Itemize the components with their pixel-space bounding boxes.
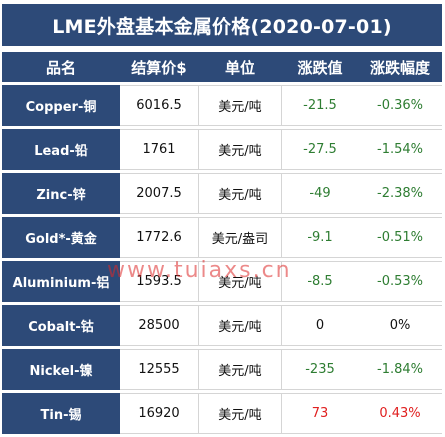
table-row: Nickel-镍 12555 美元/吨 -235 -1.84% bbox=[2, 349, 442, 390]
change-pct: -1.84% bbox=[358, 349, 442, 390]
change-value: 0 bbox=[282, 305, 358, 346]
change-value: -8.5 bbox=[282, 261, 358, 302]
col-header-pct: 涨跌幅度 bbox=[358, 52, 442, 82]
col-header-change: 涨跌值 bbox=[282, 52, 358, 82]
col-header-unit: 单位 bbox=[198, 52, 282, 82]
metal-price-table: 品名 结算价$ 单位 涨跌值 涨跌幅度 Copper-铜 6016.5 美元/吨… bbox=[2, 49, 442, 437]
change-pct: -0.53% bbox=[358, 261, 442, 302]
metal-name: Cobalt-钴 bbox=[2, 305, 120, 346]
settle-price: 12555 bbox=[120, 349, 198, 390]
price-table-card: LME外盘基本金属价格(2020-07-01) 品名 结算价$ 单位 涨跌值 涨… bbox=[2, 4, 442, 434]
change-value: -49 bbox=[282, 173, 358, 214]
change-pct: -0.51% bbox=[358, 217, 442, 258]
table-row: Gold*-黄金 1772.6 美元/盎司 -9.1 -0.51% bbox=[2, 217, 442, 258]
change-value: -21.5 bbox=[282, 85, 358, 126]
change-pct: 0% bbox=[358, 305, 442, 346]
metal-name: Aluminium-铝 bbox=[2, 261, 120, 302]
change-value: -27.5 bbox=[282, 129, 358, 170]
unit: 美元/吨 bbox=[198, 261, 282, 302]
metal-name: Nickel-镍 bbox=[2, 349, 120, 390]
change-pct: -2.38% bbox=[358, 173, 442, 214]
metal-name: Copper-铜 bbox=[2, 85, 120, 126]
settle-price: 1772.6 bbox=[120, 217, 198, 258]
header-row: 品名 结算价$ 单位 涨跌值 涨跌幅度 bbox=[2, 52, 442, 82]
settle-price: 1593.5 bbox=[120, 261, 198, 302]
table-row: Aluminium-铝 1593.5 美元/吨 -8.5 -0.53% bbox=[2, 261, 442, 302]
metal-name: Zinc-锌 bbox=[2, 173, 120, 214]
change-pct: -1.54% bbox=[358, 129, 442, 170]
settle-price: 28500 bbox=[120, 305, 198, 346]
settle-price: 2007.5 bbox=[120, 173, 198, 214]
metal-name: Tin-锡 bbox=[2, 393, 120, 434]
table-title: LME外盘基本金属价格(2020-07-01) bbox=[2, 4, 442, 46]
settle-price: 1761 bbox=[120, 129, 198, 170]
change-value: -235 bbox=[282, 349, 358, 390]
table-row: Zinc-锌 2007.5 美元/吨 -49 -2.38% bbox=[2, 173, 442, 214]
unit: 美元/吨 bbox=[198, 173, 282, 214]
unit: 美元/盎司 bbox=[198, 217, 282, 258]
unit: 美元/吨 bbox=[198, 85, 282, 126]
col-header-price: 结算价$ bbox=[120, 52, 198, 82]
table-row: Cobalt-钴 28500 美元/吨 0 0% bbox=[2, 305, 442, 346]
change-pct: -0.36% bbox=[358, 85, 442, 126]
table-row: Lead-铅 1761 美元/吨 -27.5 -1.54% bbox=[2, 129, 442, 170]
unit: 美元/吨 bbox=[198, 349, 282, 390]
table-row: Copper-铜 6016.5 美元/吨 -21.5 -0.36% bbox=[2, 85, 442, 126]
col-header-name: 品名 bbox=[2, 52, 120, 82]
change-value: -9.1 bbox=[282, 217, 358, 258]
unit: 美元/吨 bbox=[198, 305, 282, 346]
unit: 美元/吨 bbox=[198, 129, 282, 170]
settle-price: 6016.5 bbox=[120, 85, 198, 126]
metal-name: Gold*-黄金 bbox=[2, 217, 120, 258]
metal-name: Lead-铅 bbox=[2, 129, 120, 170]
